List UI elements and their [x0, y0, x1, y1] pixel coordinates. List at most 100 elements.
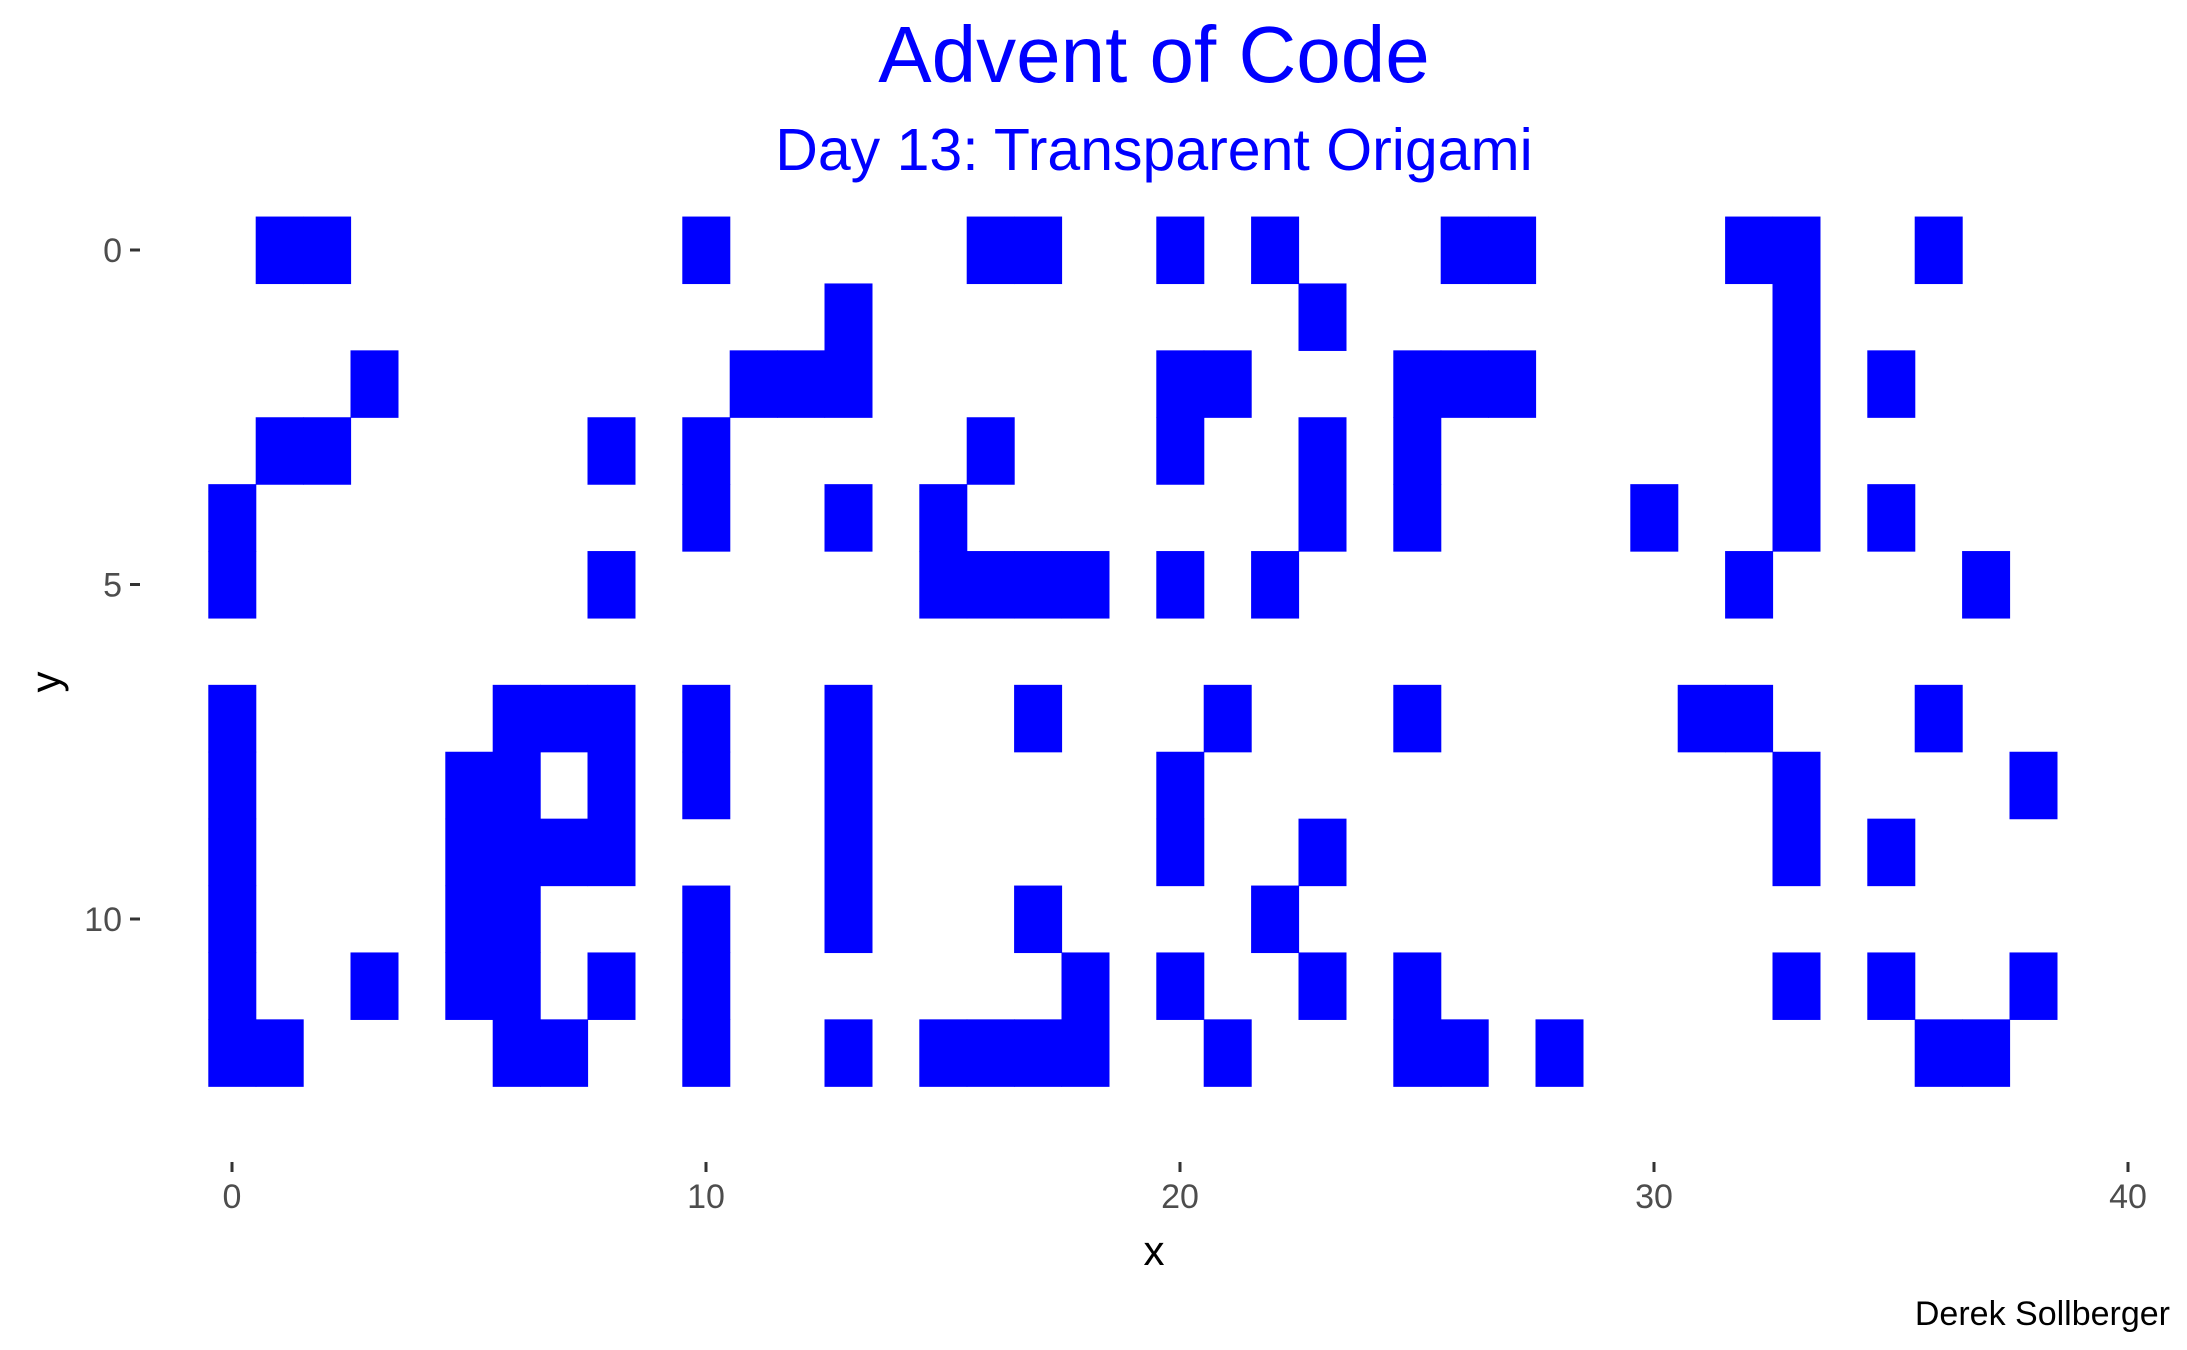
- tile: [1298, 283, 1347, 351]
- tile: [1014, 551, 1063, 619]
- tile: [1393, 684, 1442, 753]
- y-axis: 0 5 10: [84, 232, 140, 939]
- tile: [1914, 1019, 1963, 1087]
- tile: [208, 551, 257, 619]
- tile: [1677, 684, 1726, 753]
- tile: [492, 684, 541, 753]
- tile: [824, 818, 873, 887]
- tile: [208, 885, 257, 954]
- tile: [492, 751, 541, 820]
- tile: [1535, 1019, 1584, 1087]
- tile: [1914, 216, 1963, 285]
- tile: [966, 551, 1015, 619]
- tile: [1962, 1019, 2011, 1087]
- y-tick-label: 10: [84, 901, 122, 939]
- tile: [682, 417, 731, 485]
- x-axis: 0 10 20 30 40: [223, 1162, 2147, 1216]
- tile: [1298, 417, 1347, 485]
- tile: [682, 1019, 731, 1087]
- tile: [1725, 684, 1774, 753]
- tile: [682, 684, 731, 753]
- x-tick-label: 30: [1635, 1178, 1673, 1216]
- tile: [492, 952, 541, 1020]
- tile: [587, 952, 636, 1020]
- tile: [1014, 1019, 1063, 1087]
- tile: [1962, 551, 2011, 619]
- tile: [1298, 484, 1347, 552]
- tile: [919, 1019, 968, 1087]
- tile: [1488, 350, 1537, 418]
- x-tick-label: 40: [2109, 1178, 2147, 1216]
- tile: [1156, 216, 1205, 285]
- tile: [540, 818, 589, 887]
- tile: [1440, 350, 1489, 418]
- tile: [966, 1019, 1015, 1087]
- tile: [1772, 952, 1821, 1020]
- tile-layer: [208, 216, 2058, 1087]
- tile: [1772, 417, 1821, 485]
- tile: [1725, 216, 1774, 285]
- tile: [1772, 216, 1821, 285]
- tile: [682, 885, 731, 954]
- tile: [255, 216, 304, 285]
- tile: [919, 551, 968, 619]
- x-tick-label: 10: [687, 1178, 725, 1216]
- tile: [966, 417, 1015, 485]
- tile: [445, 952, 494, 1020]
- tile: [1867, 952, 1916, 1020]
- tile: [445, 818, 494, 887]
- y-tick-label: 5: [103, 567, 122, 605]
- tile: [587, 551, 636, 619]
- tile: [1156, 952, 1205, 1020]
- x-tick-label: 20: [1161, 1178, 1199, 1216]
- tile: [1203, 350, 1252, 418]
- tile: [729, 350, 778, 418]
- tile: [303, 417, 352, 485]
- chart-title: Advent of Code: [878, 10, 1429, 99]
- tile: [1156, 751, 1205, 820]
- tile: [492, 885, 541, 954]
- tile: [824, 684, 873, 753]
- tile: [824, 885, 873, 954]
- tile: [1298, 952, 1347, 1020]
- tile: [1061, 1019, 1110, 1087]
- tile: [824, 1019, 873, 1087]
- tile: [966, 216, 1015, 285]
- tile: [1061, 952, 1110, 1020]
- tile: [1772, 484, 1821, 552]
- tile: [587, 751, 636, 820]
- tile: [1440, 1019, 1489, 1087]
- tile: [1867, 484, 1916, 552]
- tile: [1772, 350, 1821, 418]
- tile: [1393, 484, 1442, 552]
- tile: [1251, 885, 1300, 954]
- tile: [682, 484, 731, 552]
- tile: [1772, 283, 1821, 351]
- caption: Derek Sollberger: [1915, 1295, 2170, 1333]
- tile: [587, 684, 636, 753]
- tile: [824, 484, 873, 552]
- tile: [1772, 751, 1821, 820]
- tile: [208, 1019, 257, 1087]
- tile: [1772, 818, 1821, 887]
- tile: [1298, 818, 1347, 887]
- tile: [682, 216, 731, 285]
- tile: [1488, 216, 1537, 285]
- tile: [1014, 216, 1063, 285]
- tile: [777, 350, 826, 418]
- tile: [350, 952, 399, 1020]
- tile: [1203, 1019, 1252, 1087]
- tile: [1061, 551, 1110, 619]
- tile: [1440, 216, 1489, 285]
- tile: [445, 885, 494, 954]
- tile: [1251, 551, 1300, 619]
- tile: [255, 417, 304, 485]
- y-tick-label: 0: [103, 232, 122, 270]
- tile: [1725, 551, 1774, 619]
- tile: [682, 952, 731, 1020]
- tile: [208, 751, 257, 820]
- y-axis-label: y: [22, 672, 69, 693]
- tile: [587, 417, 636, 485]
- tile: [1203, 684, 1252, 753]
